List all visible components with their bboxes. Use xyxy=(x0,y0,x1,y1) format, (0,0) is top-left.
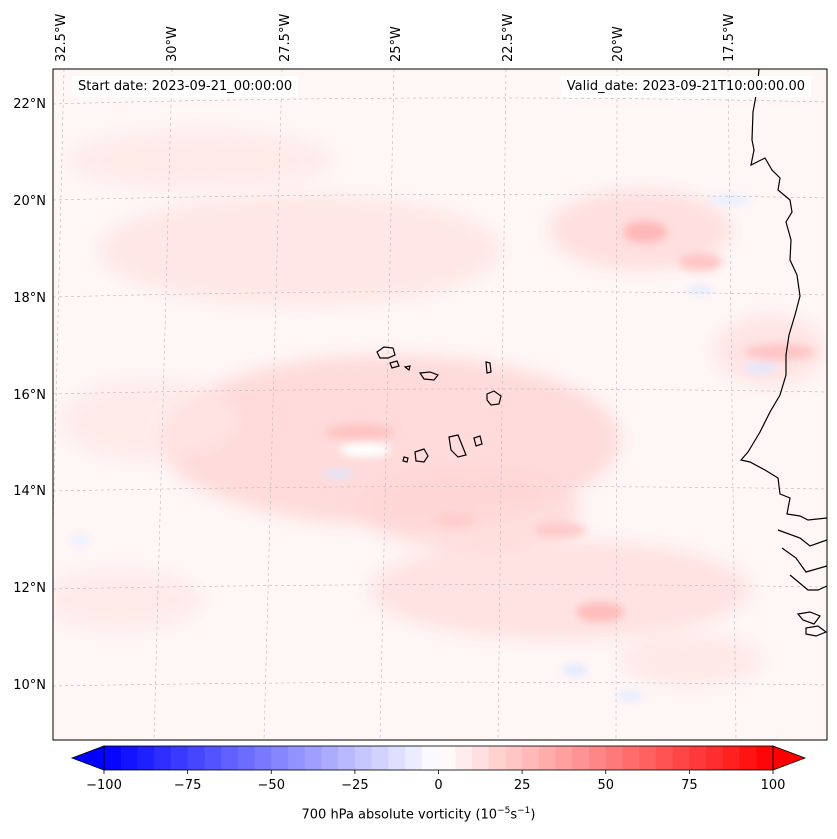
latitude-label: 12°N xyxy=(13,581,46,596)
latitude-label: 14°N xyxy=(13,484,46,499)
latitude-label: 22°N xyxy=(13,97,46,112)
colorbar-segment xyxy=(605,746,624,770)
colorbar-tick-label: 75 xyxy=(681,778,698,793)
longitude-label: 25°W xyxy=(389,26,404,62)
colorbar-segment xyxy=(204,746,222,770)
colorbar-segment xyxy=(471,746,490,770)
colorbar-segment xyxy=(706,746,724,770)
colorbar-segment xyxy=(120,746,139,770)
colorbar-tick-label: −75 xyxy=(174,778,201,793)
colorbar-segment xyxy=(538,746,557,770)
latitude-labels: 22°N 20°N 18°N 16°N 14°N 12°N 10°N xyxy=(13,97,46,693)
coastline xyxy=(739,69,827,637)
colorbar-label: 700 hPa absolute vorticity (10−5s−1) xyxy=(301,806,536,823)
colorbar-tick-label: −25 xyxy=(341,778,368,793)
colorbar-segment xyxy=(689,746,707,770)
colorbar-segment xyxy=(371,746,389,770)
colorbar-segment xyxy=(589,746,607,770)
colorbar-extend-min xyxy=(70,745,105,771)
latitude-label: 16°N xyxy=(13,388,46,403)
colorbar-segment xyxy=(722,746,741,770)
colorbar-segment xyxy=(304,746,323,770)
colorbar: −100 −75 −50 −25 0 25 50 75 100 xyxy=(70,745,807,793)
colorbar-segment xyxy=(655,746,674,770)
colorbar-units-s: s xyxy=(510,807,518,823)
colorbar-segment xyxy=(405,746,423,770)
colorbar-units-exp2: −1 xyxy=(517,806,531,816)
colorbar-segment xyxy=(672,746,690,770)
colorbar-segment xyxy=(271,746,289,770)
colorbar-tick-label: −50 xyxy=(258,778,285,793)
latitude-label: 20°N xyxy=(13,194,46,209)
colorbar-segment xyxy=(321,746,339,770)
colorbar-segment xyxy=(421,746,440,770)
colorbar-tick-label: 0 xyxy=(434,778,442,793)
colorbar-segment xyxy=(187,746,205,770)
longitude-label: 30°W xyxy=(165,26,180,62)
colorbar-label-text: 700 hPa absolute vorticity xyxy=(301,807,472,823)
colorbar-units-base: 10 xyxy=(480,807,498,823)
colorbar-segment xyxy=(622,746,640,770)
longitude-label: 32.5°W xyxy=(54,14,69,62)
colorbar-segment xyxy=(639,746,657,770)
gridlines xyxy=(53,69,827,740)
colorbar-tick-label: −100 xyxy=(86,778,122,793)
colorbar-segment xyxy=(287,746,306,770)
colorbar-segment xyxy=(572,746,590,770)
colorbar-segment xyxy=(505,746,523,770)
start-date-label: Start date: 2023-09-21_00:00:00 xyxy=(72,76,299,97)
longitude-label: 27.5°W xyxy=(278,14,293,62)
longitude-label: 17.5°W xyxy=(722,14,737,62)
colorbar-segment xyxy=(237,746,256,770)
colorbar-segment xyxy=(254,746,272,770)
cape-verde-islands xyxy=(376,346,502,463)
colorbar-segment xyxy=(555,746,573,770)
colorbar-segment xyxy=(756,746,774,770)
colorbar-segment xyxy=(455,746,473,770)
valid-date-label: Valid_date: 2023-09-21T10:00:00.00 xyxy=(560,76,811,97)
colorbar-segment xyxy=(354,746,373,770)
latitude-label: 10°N xyxy=(13,678,46,693)
colorbar-tick-label: 50 xyxy=(597,778,614,793)
colorbar-segment xyxy=(154,746,172,770)
colorbar-segment xyxy=(438,746,456,770)
colorbar-tick-label: 100 xyxy=(761,778,786,793)
colorbar-segment xyxy=(104,746,122,770)
colorbar-segment xyxy=(338,746,356,770)
colorbar-extend-max xyxy=(772,745,807,771)
vorticity-field xyxy=(53,69,827,740)
colorbar-tick-label: 25 xyxy=(514,778,531,793)
map-frame xyxy=(52,68,828,741)
colorbar-segment xyxy=(739,746,757,770)
colorbar-segment xyxy=(170,746,189,770)
longitude-label: 20°W xyxy=(611,26,626,62)
colorbar-segment xyxy=(522,746,540,770)
colorbar-segment xyxy=(388,746,406,770)
longitude-labels: 32.5°W 30°W 27.5°W 25°W 22.5°W 20°W 17.5°W xyxy=(54,14,737,62)
colorbar-units-exp1: −5 xyxy=(497,806,511,816)
longitude-label: 22.5°W xyxy=(501,14,516,62)
colorbar-segment xyxy=(137,746,155,770)
colorbar-segment xyxy=(221,746,239,770)
colorbar-segment xyxy=(488,746,507,770)
latitude-label: 18°N xyxy=(13,291,46,306)
